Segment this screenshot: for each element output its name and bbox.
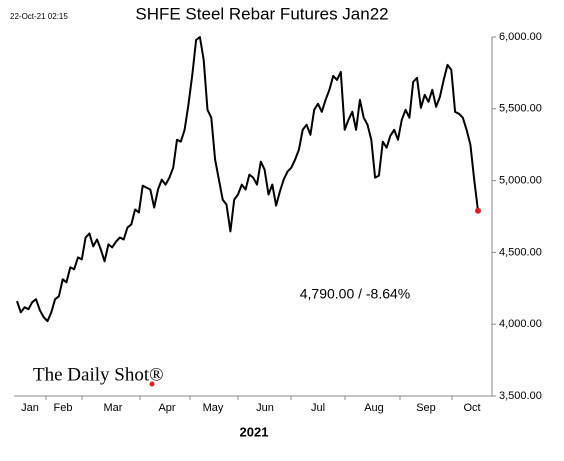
- end-marker: [475, 207, 481, 214]
- source-logo: The Daily Shot®: [33, 364, 164, 385]
- x-tick-label: Jul: [311, 402, 325, 414]
- x-tick-label: May: [203, 402, 224, 414]
- logo-dot: [149, 381, 155, 387]
- x-tick-label: Jan: [21, 402, 39, 414]
- y-tick-label: 3,500.00: [499, 390, 542, 402]
- x-tick-label: Sep: [416, 402, 436, 414]
- x-tick-label: Aug: [364, 402, 384, 414]
- month-ticks: [45, 396, 453, 400]
- x-tick-label: Apr: [158, 402, 175, 414]
- y-tick-label: 5,500.00: [499, 103, 542, 115]
- line: [16, 36, 479, 323]
- y-tick-label: 5,000.00: [499, 175, 542, 187]
- chart-title: SHFE Steel Rebar Futures Jan22: [135, 4, 388, 23]
- x-tick-label: Mar: [104, 402, 123, 414]
- x-tick-label: Jun: [256, 402, 274, 414]
- y-tick-label: 4,500.00: [499, 246, 542, 258]
- timestamp: 22-Oct-21 02:15: [10, 12, 68, 21]
- x-tick-label: Oct: [463, 402, 480, 414]
- annotation: 4,790.00 / -8.64%: [300, 286, 411, 302]
- y-tick-label: 6,000.00: [499, 31, 542, 43]
- x-axis-label: 2021: [240, 424, 269, 439]
- y-tick-label: 4,000.00: [499, 318, 542, 330]
- x-tick-label: Feb: [54, 402, 73, 414]
